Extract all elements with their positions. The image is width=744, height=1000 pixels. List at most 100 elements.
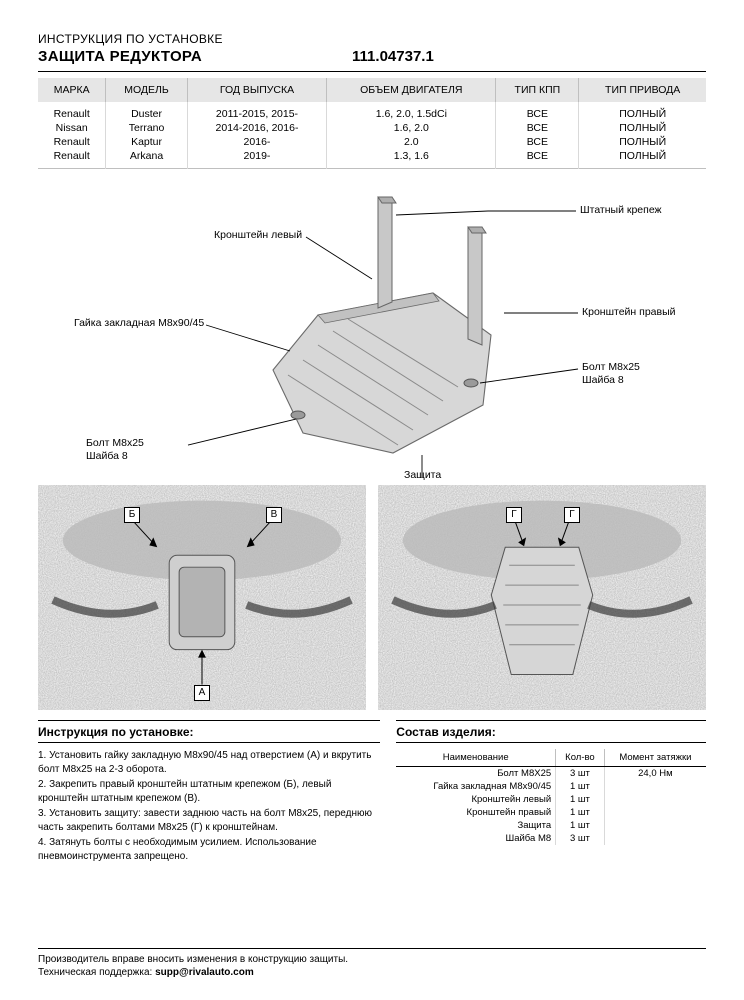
label-bracket-right: Кронштейн правый <box>582 306 676 318</box>
instruction-step: 2. Закрепить правый кронштейн штатным кр… <box>38 778 380 805</box>
col-year: ГОД ВЫПУСКА <box>187 78 327 102</box>
bom-col-name: Наименование <box>396 749 555 767</box>
col-model: МОДЕЛЬ <box>106 78 187 102</box>
main-diagram: Штатный крепеж Кронштейн левый Гайка зак… <box>38 173 706 483</box>
instructions-heading: Инструкция по установке: <box>38 720 380 743</box>
table-cell: Шайба М8 <box>396 832 555 845</box>
table-cell: Terrano <box>106 121 187 135</box>
bottom-section: Инструкция по установке: 1. Установить г… <box>38 720 706 865</box>
table-cell: ПОЛНЫЙ <box>579 149 706 169</box>
instruction-step: 4. Затянуть болты с необходимым усилием.… <box>38 836 380 863</box>
table-row: Болт М8Х253 шт24,0 Нм <box>396 767 706 781</box>
table-cell: 3 шт <box>556 767 605 781</box>
table-cell: 2011-2015, 2015- <box>187 102 327 121</box>
bom-col-qty: Кол-во <box>556 749 605 767</box>
table-row: RenaultKaptur2016-2.0ВСЕПОЛНЫЙ <box>38 135 706 149</box>
table-cell <box>604 806 706 819</box>
label-bolt-right-a: Болт М8х25 <box>582 361 640 373</box>
callout-a: А <box>194 685 210 701</box>
label-std-fastener: Штатный крепеж <box>580 204 662 216</box>
table-cell: 3 шт <box>556 832 605 845</box>
label-nut: Гайка закладная М8х90/45 <box>74 317 204 329</box>
table-cell: 24,0 Нм <box>604 767 706 781</box>
callout-b: Б <box>124 507 140 523</box>
install-photos: Б В А Г Г <box>38 485 706 710</box>
callout-v: В <box>266 507 282 523</box>
table-cell: 2014-2016, 2016- <box>187 121 327 135</box>
table-cell: 1 шт <box>556 819 605 832</box>
part-number: 111.04737.1 <box>352 48 434 65</box>
callout-g2: Г <box>564 507 580 523</box>
table-cell: Кронштейн правый <box>396 806 555 819</box>
footer-support-label: Техническая поддержка: <box>38 967 155 978</box>
table-cell: Болт М8Х25 <box>396 767 555 781</box>
table-cell: Защита <box>396 819 555 832</box>
photo-after: Г Г <box>378 485 706 710</box>
instruction-step: 1. Установить гайку закладную М8х90/45 н… <box>38 749 380 776</box>
table-row: Шайба М83 шт <box>396 832 706 845</box>
col-engine: ОБЪЕМ ДВИГАТЕЛЯ <box>327 78 496 102</box>
table-cell: Kaptur <box>106 135 187 149</box>
table-cell <box>604 793 706 806</box>
col-drive: ТИП ПРИВОДА <box>579 78 706 102</box>
table-cell: Nissan <box>38 121 106 135</box>
table-cell: ВСЕ <box>496 149 579 169</box>
spec-header-row: МАРКА МОДЕЛЬ ГОД ВЫПУСКА ОБЪЕМ ДВИГАТЕЛЯ… <box>38 78 706 102</box>
table-row: Гайка закладная М8х90/451 шт <box>396 780 706 793</box>
table-cell: Duster <box>106 102 187 121</box>
label-protection: Защита <box>404 469 441 481</box>
table-cell: 1.6, 2.0, 1.5dCi <box>327 102 496 121</box>
table-cell <box>604 780 706 793</box>
table-cell <box>604 819 706 832</box>
table-cell: Renault <box>38 102 106 121</box>
table-cell: 1 шт <box>556 780 605 793</box>
table-row: RenaultArkana2019-1.3, 1.6ВСЕПОЛНЫЙ <box>38 149 706 169</box>
col-brand: МАРКА <box>38 78 106 102</box>
bom-col-torque: Момент затяжки <box>604 749 706 767</box>
label-bolt-left-a: Болт М8х25 <box>86 437 144 449</box>
table-cell <box>604 832 706 845</box>
photo-before: Б В А <box>38 485 366 710</box>
table-row: Кронштейн правый1 шт <box>396 806 706 819</box>
callout-g1: Г <box>506 507 522 523</box>
table-cell: 1 шт <box>556 806 605 819</box>
title-row: ЗАЩИТА РЕДУКТОРА 111.04737.1 <box>38 48 706 65</box>
table-cell: 2.0 <box>327 135 496 149</box>
doc-subtitle: ИНСТРУКЦИЯ ПО УСТАНОВКЕ <box>38 32 706 46</box>
col-gearbox: ТИП КПП <box>496 78 579 102</box>
footer: Производитель вправе вносить изменения в… <box>38 948 706 978</box>
footer-disclaimer: Производитель вправе вносить изменения в… <box>38 954 706 965</box>
header-rule <box>38 71 706 72</box>
bom-table: Наименование Кол-во Момент затяжки Болт … <box>396 749 706 845</box>
table-cell: ПОЛНЫЙ <box>579 102 706 121</box>
doc-title: ЗАЩИТА РЕДУКТОРА <box>38 48 202 65</box>
footer-email: supp@rivalauto.com <box>155 967 254 978</box>
label-bolt-right-b: Шайба 8 <box>582 374 624 386</box>
table-row: RenaultDuster2011-2015, 2015-1.6, 2.0, 1… <box>38 102 706 121</box>
table-cell: ВСЕ <box>496 121 579 135</box>
table-cell: 2016- <box>187 135 327 149</box>
table-row: Кронштейн левый1 шт <box>396 793 706 806</box>
bom-column: Состав изделия: Наименование Кол-во Моме… <box>396 720 706 865</box>
table-cell: 1 шт <box>556 793 605 806</box>
label-bolt-left-b: Шайба 8 <box>86 450 128 462</box>
footer-support: Техническая поддержка: supp@rivalauto.co… <box>38 967 706 978</box>
table-cell: 2019- <box>187 149 327 169</box>
table-cell: Гайка закладная М8х90/45 <box>396 780 555 793</box>
bom-heading: Состав изделия: <box>396 720 706 743</box>
table-row: Защита1 шт <box>396 819 706 832</box>
table-row: NissanTerrano2014-2016, 2016-1.6, 2.0ВСЕ… <box>38 121 706 135</box>
instructions-column: Инструкция по установке: 1. Установить г… <box>38 720 380 865</box>
table-cell: 1.3, 1.6 <box>327 149 496 169</box>
table-cell: Renault <box>38 149 106 169</box>
table-cell: 1.6, 2.0 <box>327 121 496 135</box>
table-cell: ПОЛНЫЙ <box>579 121 706 135</box>
table-cell: ВСЕ <box>496 102 579 121</box>
table-cell: Renault <box>38 135 106 149</box>
label-bracket-left: Кронштейн левый <box>214 229 302 241</box>
table-cell: ПОЛНЫЙ <box>579 135 706 149</box>
table-cell: ВСЕ <box>496 135 579 149</box>
spec-table: МАРКА МОДЕЛЬ ГОД ВЫПУСКА ОБЪЕМ ДВИГАТЕЛЯ… <box>38 78 706 169</box>
table-cell: Arkana <box>106 149 187 169</box>
instruction-step: 3. Установить защиту: завести заднюю час… <box>38 807 380 834</box>
